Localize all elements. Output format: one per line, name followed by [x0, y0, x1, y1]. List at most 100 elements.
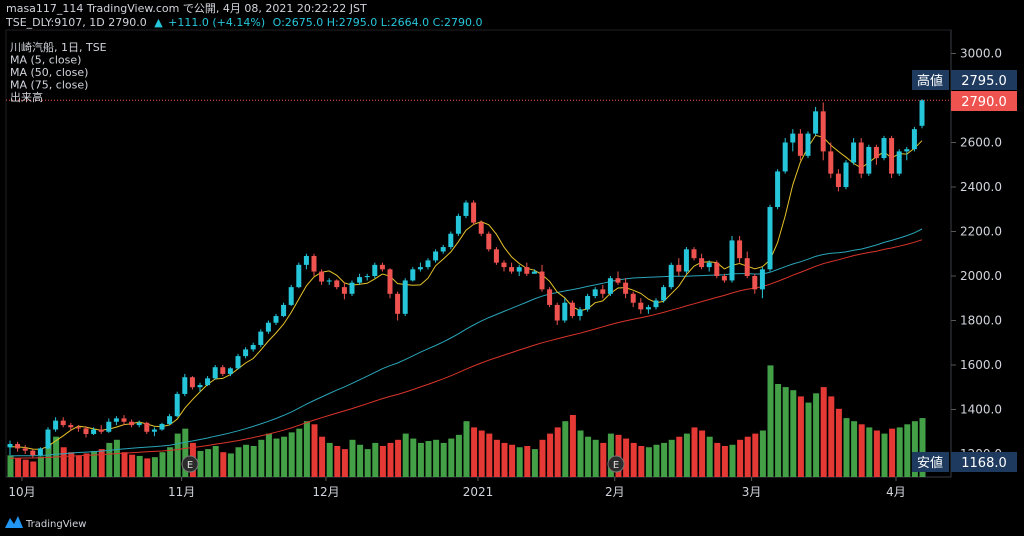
volume-bar [296, 428, 303, 477]
x-tick-label: 2021 [463, 485, 494, 499]
candle-body [189, 377, 195, 388]
earnings-marker-nov[interactable]: E [181, 455, 199, 473]
candle-body [182, 377, 188, 394]
candle-body [569, 302, 575, 317]
volume-bar [357, 444, 364, 477]
volume-bar [37, 456, 44, 477]
high-tag-value: 2795.0 [961, 74, 1007, 89]
volume-bar [889, 428, 896, 477]
candle-body [592, 289, 598, 297]
candle-body [227, 368, 233, 374]
candle-body [220, 367, 226, 374]
svg-text:E: E [613, 460, 619, 471]
candle-body [113, 418, 119, 422]
volume-bars [7, 365, 926, 477]
volume-bar [585, 436, 592, 477]
volume-bar [45, 442, 52, 477]
x-tick-label: 11月 [168, 485, 195, 499]
candle-body [600, 289, 606, 294]
volume-bar [873, 430, 880, 477]
candle-body [288, 287, 294, 305]
volume-bar [265, 433, 272, 477]
candle-body [45, 429, 51, 449]
volume-bar [866, 427, 873, 477]
volume-bar [174, 433, 181, 477]
volume-bar [250, 446, 257, 477]
volume-bar [554, 427, 561, 477]
candle-body [357, 277, 363, 283]
y-tick-label: 2200.0 [960, 225, 1002, 239]
candle-body [866, 146, 872, 174]
candle-body [167, 416, 173, 424]
volume-bar [569, 415, 576, 477]
volume-bar [737, 439, 744, 477]
candle-body [820, 111, 826, 152]
low-tag-label: 安値 [917, 455, 943, 471]
volume-bar [98, 449, 105, 477]
candle-body [7, 443, 13, 448]
volume-bar [843, 418, 850, 477]
volume-bar [729, 444, 736, 477]
candle-body [721, 276, 727, 281]
candle-body [448, 233, 454, 248]
candle-body [136, 422, 142, 426]
candle-body [752, 276, 758, 290]
candle-body [341, 287, 347, 294]
candle-body [744, 258, 750, 276]
candle-body [106, 421, 112, 432]
candle-body [539, 271, 545, 290]
candle-body [159, 423, 165, 430]
candle-body [851, 142, 857, 163]
candle-body [22, 448, 28, 451]
candle-body [212, 367, 218, 379]
y-tick-label: 1400.0 [960, 403, 1002, 417]
candle-body [379, 264, 385, 270]
candle-body [455, 215, 461, 234]
volume-bar [911, 421, 918, 477]
last-price-tag: 2790.0 [951, 91, 1017, 111]
volume-bar [607, 433, 614, 477]
candle-body [813, 111, 819, 134]
candle-body [281, 304, 287, 317]
volume-bar [759, 430, 766, 477]
volume-bar [341, 449, 348, 477]
candle-body [15, 443, 21, 449]
volume-bar [524, 446, 531, 477]
candle-body [714, 262, 720, 276]
volume-bar [311, 424, 318, 477]
candle-body [463, 202, 469, 216]
volume-bar [395, 439, 402, 477]
candle-body [843, 162, 849, 187]
tradingview-logo: TradingView [5, 516, 86, 530]
volume-bar [539, 439, 546, 477]
volume-bar [182, 428, 189, 477]
x-tick-label: 2月 [605, 485, 625, 499]
candle-body [98, 429, 104, 432]
candle-body [37, 448, 43, 456]
candle-body [554, 304, 560, 321]
volume-bar [813, 393, 820, 477]
legend-item: 出来高 [10, 90, 43, 104]
candle-body [91, 429, 97, 434]
volume-bar [706, 436, 713, 477]
candle-body [501, 262, 507, 268]
candle-body [676, 264, 682, 272]
low-price-tag: 安値 1168.0 [912, 452, 1017, 472]
volume-bar [896, 427, 903, 477]
earnings-marker-feb[interactable]: E [607, 455, 625, 473]
volume-bar [364, 449, 371, 477]
candle-body [881, 138, 887, 159]
candle-body [509, 267, 515, 272]
volume-bar [91, 450, 98, 477]
tradingview-brand: TradingView [25, 519, 86, 530]
volume-bar [410, 438, 417, 477]
volume-bar [349, 439, 356, 477]
x-tick-label: 10月 [8, 485, 35, 499]
volume-bar [243, 444, 250, 477]
candle-body [395, 293, 401, 314]
volume-bar [258, 439, 265, 477]
x-axis: 10月 11月 12月 2021 2月 3月 4月 [8, 477, 906, 499]
volume-bar [547, 433, 554, 477]
